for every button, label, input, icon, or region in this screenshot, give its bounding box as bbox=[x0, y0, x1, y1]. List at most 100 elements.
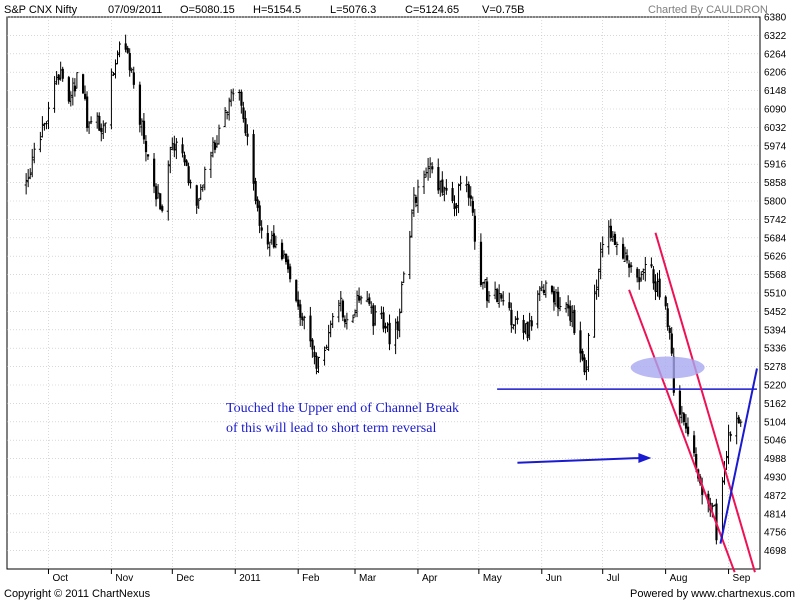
candle-body-down bbox=[295, 279, 298, 301]
candle-body-down bbox=[260, 227, 263, 231]
y-tick-label: 5742 bbox=[764, 215, 787, 226]
candle-body-down bbox=[682, 413, 686, 423]
candle-body-down bbox=[183, 154, 186, 163]
candle-body-down bbox=[368, 297, 371, 304]
y-tick-label: 5800 bbox=[764, 197, 787, 208]
candle-body-down bbox=[453, 203, 456, 210]
candle-body-down bbox=[142, 120, 146, 140]
candle-body-down bbox=[652, 269, 655, 284]
candle-body-down bbox=[240, 91, 243, 106]
candlestick-series bbox=[24, 34, 743, 545]
candle-body-down bbox=[388, 322, 391, 345]
candle-body-down bbox=[666, 308, 669, 328]
candle-body-down bbox=[707, 493, 710, 504]
candle-body-down bbox=[266, 232, 269, 245]
candle-body-down bbox=[542, 289, 546, 294]
candle-body-down bbox=[445, 187, 448, 191]
candle-body-down bbox=[272, 233, 276, 248]
candle-body-down bbox=[315, 355, 318, 369]
y-tick-label: 4814 bbox=[764, 509, 787, 520]
candle-body-down bbox=[287, 259, 290, 270]
candle-body-down bbox=[195, 185, 198, 206]
candle-body-down bbox=[613, 234, 617, 245]
candle-body-down bbox=[181, 144, 184, 154]
y-tick-label: 5684 bbox=[764, 233, 787, 244]
y-tick-label: 4988 bbox=[764, 454, 787, 465]
candle-body-down bbox=[678, 390, 682, 415]
candle-body-down bbox=[686, 426, 690, 435]
y-tick-label: 6090 bbox=[764, 105, 787, 116]
candle-body-down bbox=[90, 121, 93, 123]
header-high: H=5154.5 bbox=[253, 4, 301, 16]
y-tick-label: 5394 bbox=[764, 325, 787, 336]
candle-body-down bbox=[638, 277, 641, 283]
x-tick-label: Oct bbox=[52, 573, 68, 584]
arrow-shaft bbox=[517, 456, 642, 464]
candle-body-down bbox=[526, 321, 529, 339]
candle-body-down bbox=[530, 320, 533, 327]
candle-body-down bbox=[126, 47, 129, 53]
y-tick-label: 4698 bbox=[764, 546, 787, 557]
candle-body-down bbox=[569, 305, 572, 321]
candle-body-down bbox=[485, 281, 489, 301]
y-tick-label: 5220 bbox=[764, 381, 787, 392]
candle-body-down bbox=[455, 206, 458, 209]
candle-body-down bbox=[256, 199, 259, 208]
x-tick-label: Dec bbox=[176, 573, 194, 584]
y-tick-label: 5510 bbox=[764, 289, 787, 300]
candle-body-down bbox=[516, 317, 519, 320]
y-tick-label: 5336 bbox=[764, 344, 787, 355]
y-tick-label: 5916 bbox=[764, 160, 787, 171]
channel-upper-line bbox=[654, 232, 756, 573]
footer-powered-by: Powered by www.chartnexus.com bbox=[630, 588, 795, 600]
candle-body-down bbox=[502, 300, 505, 302]
y-tick-label: 6380 bbox=[764, 13, 787, 24]
candle-body-down bbox=[414, 196, 418, 203]
grid-lines bbox=[7, 16, 760, 569]
candle-body-down bbox=[396, 321, 399, 331]
x-tick-label: 2011 bbox=[239, 573, 261, 584]
candle-body-down bbox=[159, 193, 162, 210]
header-charted-by: Charted By CAULDRON bbox=[648, 4, 768, 16]
y-tick-label: 5626 bbox=[764, 252, 787, 263]
y-tick-label: 5278 bbox=[764, 362, 787, 373]
candle-body-down bbox=[144, 141, 148, 153]
header-symbol: S&P CNX Nifty bbox=[4, 4, 78, 16]
candle-body-down bbox=[341, 300, 345, 318]
y-tick-label: 4872 bbox=[764, 491, 787, 502]
y-tick-label: 5162 bbox=[764, 399, 787, 410]
x-tick-label: May bbox=[483, 573, 502, 584]
candle-body-down bbox=[254, 180, 257, 202]
candle-body-down bbox=[684, 422, 688, 429]
candle-body-down bbox=[67, 77, 70, 102]
channel-lower-line bbox=[628, 289, 736, 573]
x-tick-label: Mar bbox=[359, 573, 377, 584]
candle-body-down bbox=[343, 319, 347, 323]
candle-body-down bbox=[557, 291, 560, 308]
y-tick-label: 5452 bbox=[764, 307, 787, 318]
candle-body-down bbox=[309, 315, 312, 342]
candle-body-down bbox=[626, 255, 629, 261]
candle-body-down bbox=[552, 291, 556, 303]
candle-body-down bbox=[84, 93, 87, 99]
candle-body-down bbox=[579, 330, 582, 354]
header-volume: V=0.75B bbox=[482, 4, 525, 16]
x-tick-label: Nov bbox=[115, 573, 133, 584]
candle-body-down bbox=[187, 166, 190, 184]
chart-header: S&P CNX Nifty 07/09/2011 O=5080.15 H=515… bbox=[4, 4, 768, 16]
candle-body-down bbox=[173, 143, 176, 151]
y-axis-ticks: 6380 6322 6264 6206 6148 6090 6032 5974 5916 5858… bbox=[764, 13, 787, 558]
candle-body-down bbox=[372, 305, 375, 327]
candle-body-down bbox=[693, 435, 696, 454]
candle-body-down bbox=[670, 333, 673, 354]
candle-body-down bbox=[384, 325, 387, 328]
reversal-trend-line bbox=[719, 368, 758, 544]
touch-zone-ellipse bbox=[630, 356, 705, 379]
candle-body-down bbox=[496, 289, 499, 303]
candle-body-down bbox=[382, 312, 385, 329]
header-date: 07/09/2011 bbox=[108, 4, 162, 16]
candle-body-down bbox=[431, 166, 434, 170]
candle-body-down bbox=[729, 433, 732, 436]
candle-body-down bbox=[124, 43, 127, 50]
